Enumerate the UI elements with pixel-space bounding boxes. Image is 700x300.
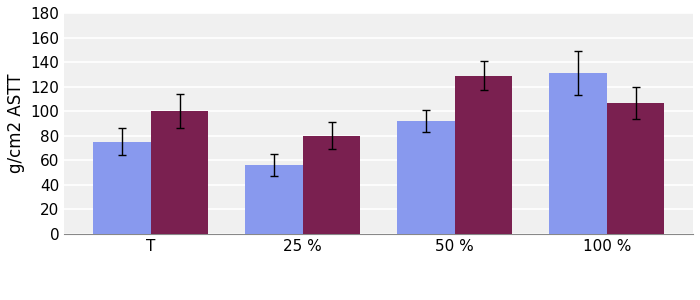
Bar: [93, 142, 150, 234]
Bar: [549, 73, 607, 234]
Y-axis label: g/cm2 ASTT: g/cm2 ASTT: [7, 74, 25, 173]
Bar: [607, 103, 664, 234]
Bar: [245, 165, 302, 234]
Bar: [455, 76, 512, 234]
Bar: [150, 111, 209, 234]
Bar: [302, 136, 360, 234]
Bar: [397, 121, 455, 234]
